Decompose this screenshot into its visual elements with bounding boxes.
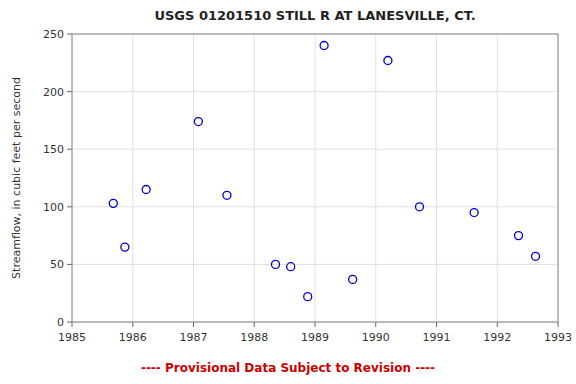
plot-background [72, 34, 558, 322]
x-tick [193, 322, 194, 327]
x-tick [72, 322, 73, 327]
y-tick-label: 50 [50, 258, 64, 271]
chart-container: 1985 1986 1987 1988 1989 1990 1991 1992 1993 0 50 1… [0, 0, 576, 384]
points [109, 42, 539, 301]
x-tick [254, 322, 255, 327]
x-tick [132, 322, 133, 327]
x-grid-line [436, 34, 437, 322]
x-tick [497, 322, 498, 327]
point [415, 203, 423, 211]
point [320, 42, 328, 50]
y-grid-line [72, 91, 558, 92]
point [109, 199, 117, 207]
chart-svg: 1985 1986 1987 1988 1989 1990 1991 1992 1993 0 50 1… [0, 0, 576, 384]
point [470, 209, 478, 217]
x-tick [375, 322, 376, 327]
x-tick-label: 1991 [423, 331, 451, 344]
x-tick-label: 1986 [119, 331, 147, 344]
point [223, 191, 231, 199]
x-grid-line [497, 34, 498, 322]
y-grid-line [72, 206, 558, 207]
x-tick [436, 322, 437, 327]
title: USGS 01201510 STILL R AT LANESVILLE, CT. [154, 8, 475, 23]
x-tick-label: 1988 [240, 331, 268, 344]
y-tick-label: 250 [43, 28, 64, 41]
y-grid-line [72, 264, 558, 265]
y-tick [67, 149, 72, 150]
y-tick-label: 100 [43, 201, 64, 214]
x-grid-line [193, 34, 194, 322]
y-tick [67, 206, 72, 207]
point [515, 232, 523, 240]
y-tick [67, 322, 72, 323]
x-tick-label: 1992 [483, 331, 511, 344]
y-tick [67, 91, 72, 92]
y-axis-label: Streamflow, in cubic feet per second [10, 77, 23, 279]
point [384, 56, 392, 64]
x-grid-line [132, 34, 133, 322]
point [304, 293, 312, 301]
x-tick-label: 1987 [180, 331, 208, 344]
y-tick-label: 150 [43, 143, 64, 156]
footnote: ---- Provisional Data Subject to Revisio… [141, 361, 435, 375]
point [287, 263, 295, 271]
x-grid-line [315, 34, 316, 322]
axes: 1985 1986 1987 1988 1989 1990 1991 1992 1993 0 50 1… [43, 28, 572, 344]
grid [72, 34, 558, 322]
point [272, 260, 280, 268]
x-grid-line [254, 34, 255, 322]
y-tick-label: 200 [43, 86, 64, 99]
x-tick [558, 322, 559, 327]
y-tick [67, 264, 72, 265]
x-tick-label: 1990 [362, 331, 390, 344]
y-tick [67, 34, 72, 35]
x-tick-label: 1993 [544, 331, 572, 344]
y-tick-label: 0 [57, 316, 64, 329]
x-tick-label: 1989 [301, 331, 329, 344]
point [194, 118, 202, 126]
x-grid-line [375, 34, 376, 322]
x-tick [315, 322, 316, 327]
plot-frame [72, 34, 558, 322]
point [532, 252, 540, 260]
y-grid-line [72, 149, 558, 150]
point [142, 186, 150, 194]
x-tick-label: 1985 [58, 331, 86, 344]
point [121, 243, 129, 251]
point [349, 275, 357, 283]
